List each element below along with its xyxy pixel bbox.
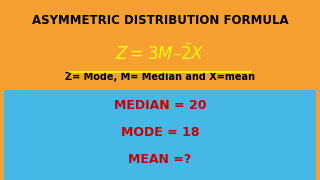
FancyBboxPatch shape	[4, 0, 316, 180]
Text: MODE = 18: MODE = 18	[121, 126, 199, 139]
Text: ASYMMETRIC DISTRIBUTION FORMULA: ASYMMETRIC DISTRIBUTION FORMULA	[32, 14, 288, 27]
Text: Z= Mode, M= Median and X=mean: Z= Mode, M= Median and X=mean	[65, 72, 255, 82]
Text: MEDIAN = 20: MEDIAN = 20	[114, 99, 206, 112]
Text: $\bf{\it{Z =  3M – \bar{2}X}}$: $\bf{\it{Z = 3M – \bar{2}X}}$	[115, 43, 205, 64]
FancyBboxPatch shape	[4, 90, 316, 180]
Text: MEAN =?: MEAN =?	[128, 153, 192, 166]
